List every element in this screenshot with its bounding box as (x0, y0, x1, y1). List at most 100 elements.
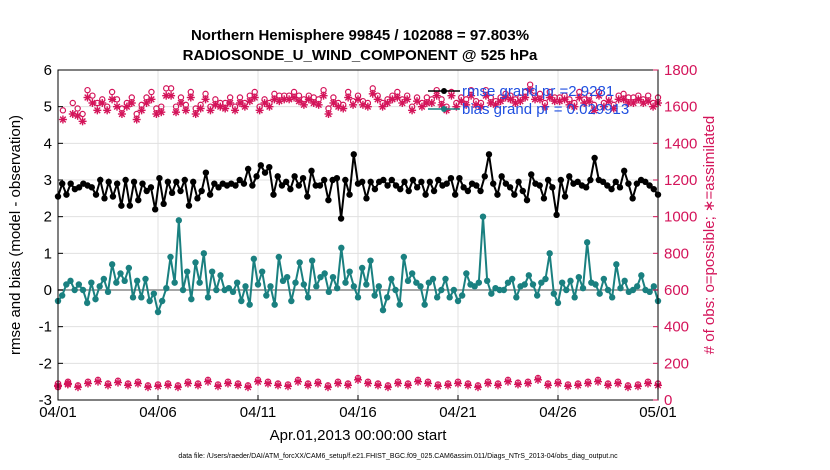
data-point (413, 184, 421, 191)
data-point (397, 185, 404, 193)
series-layer (54, 81, 662, 392)
obs-assimilated-point (384, 383, 392, 392)
obs-assimilated-point (201, 95, 210, 104)
obs-assimilated-point (124, 381, 132, 390)
legend-bias-marker (441, 106, 447, 112)
obs-assimilated-point (184, 379, 192, 388)
data-point (117, 270, 124, 277)
y-right-tick-label: 1000 (664, 209, 697, 226)
data-point (88, 184, 96, 191)
y-tick-label: 0 (44, 282, 52, 299)
y-right-tick-label: 1800 (664, 62, 697, 79)
y-axis-label-left: rmse and bias (model - observation) (7, 115, 24, 355)
obs-assimilated-point (467, 91, 476, 100)
obs-assimilated-point (164, 381, 172, 390)
obs-assimilated-point (374, 381, 382, 390)
data-point (308, 257, 316, 264)
data-point (620, 167, 628, 175)
data-point (292, 279, 299, 286)
data-point (113, 279, 120, 286)
obs-assimilated-point (614, 379, 622, 388)
obs-possible-point (108, 88, 116, 96)
obs-assimilated-point (265, 102, 274, 111)
data-point (422, 191, 429, 198)
data-point (244, 165, 252, 173)
data-point (333, 284, 341, 292)
data-point (563, 286, 570, 294)
obs-assimilated-point (304, 95, 313, 104)
y-right-tick-label: 200 (664, 355, 689, 372)
data-point (325, 288, 333, 296)
data-point (574, 178, 581, 186)
data-point (279, 277, 287, 285)
obs-assimilated-point (290, 93, 299, 102)
obs-assimilated-point (254, 377, 262, 386)
data-point (121, 277, 128, 285)
data-point (567, 277, 574, 285)
data-point (215, 184, 222, 191)
x-tick-label: 05/01 (639, 404, 677, 421)
data-point (75, 281, 83, 288)
data-point (433, 294, 441, 301)
legend-bias-label: bias grand pr = 0.029913 (462, 101, 629, 118)
data-point (342, 176, 349, 184)
data-point (633, 283, 641, 290)
data-point (126, 202, 134, 209)
data-point (291, 173, 298, 180)
data-point (629, 195, 636, 202)
obs-assimilated-point (324, 110, 333, 118)
data-point (267, 283, 274, 290)
data-point (533, 292, 541, 299)
data-point (59, 180, 66, 187)
x-ticks: 04/01 04/06 04/11 04/16 04/21 04/26 05/01 (39, 395, 677, 421)
data-point (79, 286, 87, 294)
obs-possible-point (84, 86, 91, 94)
obs-assimilated-point (98, 99, 107, 107)
data-point (513, 294, 520, 301)
data-point (118, 202, 125, 209)
obs-assimilated-point (521, 93, 530, 102)
obs-assimilated-point (284, 382, 292, 391)
obs-assimilated-point (514, 380, 522, 389)
data-point (350, 151, 357, 158)
data-point (316, 182, 324, 189)
data-point (430, 187, 438, 195)
obs-assimilated-point (176, 99, 185, 107)
data-point (163, 284, 170, 292)
obs-assimilated-point (231, 106, 240, 115)
data-point (380, 176, 387, 184)
data-point (270, 191, 277, 198)
obs-assimilated-point (314, 100, 323, 109)
obs-assimilated-point (594, 91, 603, 100)
data-file-footnote: data file: /Users/raeder/DAI/ATM_forcXX/… (178, 453, 618, 460)
y-right-tick-label: 0 (664, 392, 672, 409)
obs-assimilated-point (585, 97, 594, 106)
data-point (75, 184, 83, 191)
data-point (150, 290, 158, 297)
data-point (571, 294, 578, 301)
data-point (557, 176, 565, 184)
obs-assimilated-point (634, 95, 643, 104)
obs-possible-point (74, 105, 81, 112)
obs-assimilated-point (264, 379, 272, 388)
data-point (274, 173, 281, 180)
data-point (236, 176, 243, 184)
obs-assimilated-point (221, 104, 230, 113)
data-point (194, 195, 201, 202)
data-point (92, 295, 99, 303)
data-point (225, 284, 233, 292)
data-point (287, 185, 294, 193)
data-point (240, 180, 248, 187)
data-point (100, 275, 108, 283)
data-point (554, 299, 562, 307)
data-point (464, 187, 472, 195)
data-point (133, 277, 141, 285)
data-point (185, 202, 193, 209)
data-point (58, 292, 66, 299)
obs-assimilated-point (64, 379, 72, 388)
obs-assimilated-point (142, 99, 151, 107)
legend-rmse-marker (441, 88, 447, 94)
data-point (592, 281, 599, 288)
data-point (266, 163, 273, 171)
obs-assimilated-point (260, 99, 269, 107)
